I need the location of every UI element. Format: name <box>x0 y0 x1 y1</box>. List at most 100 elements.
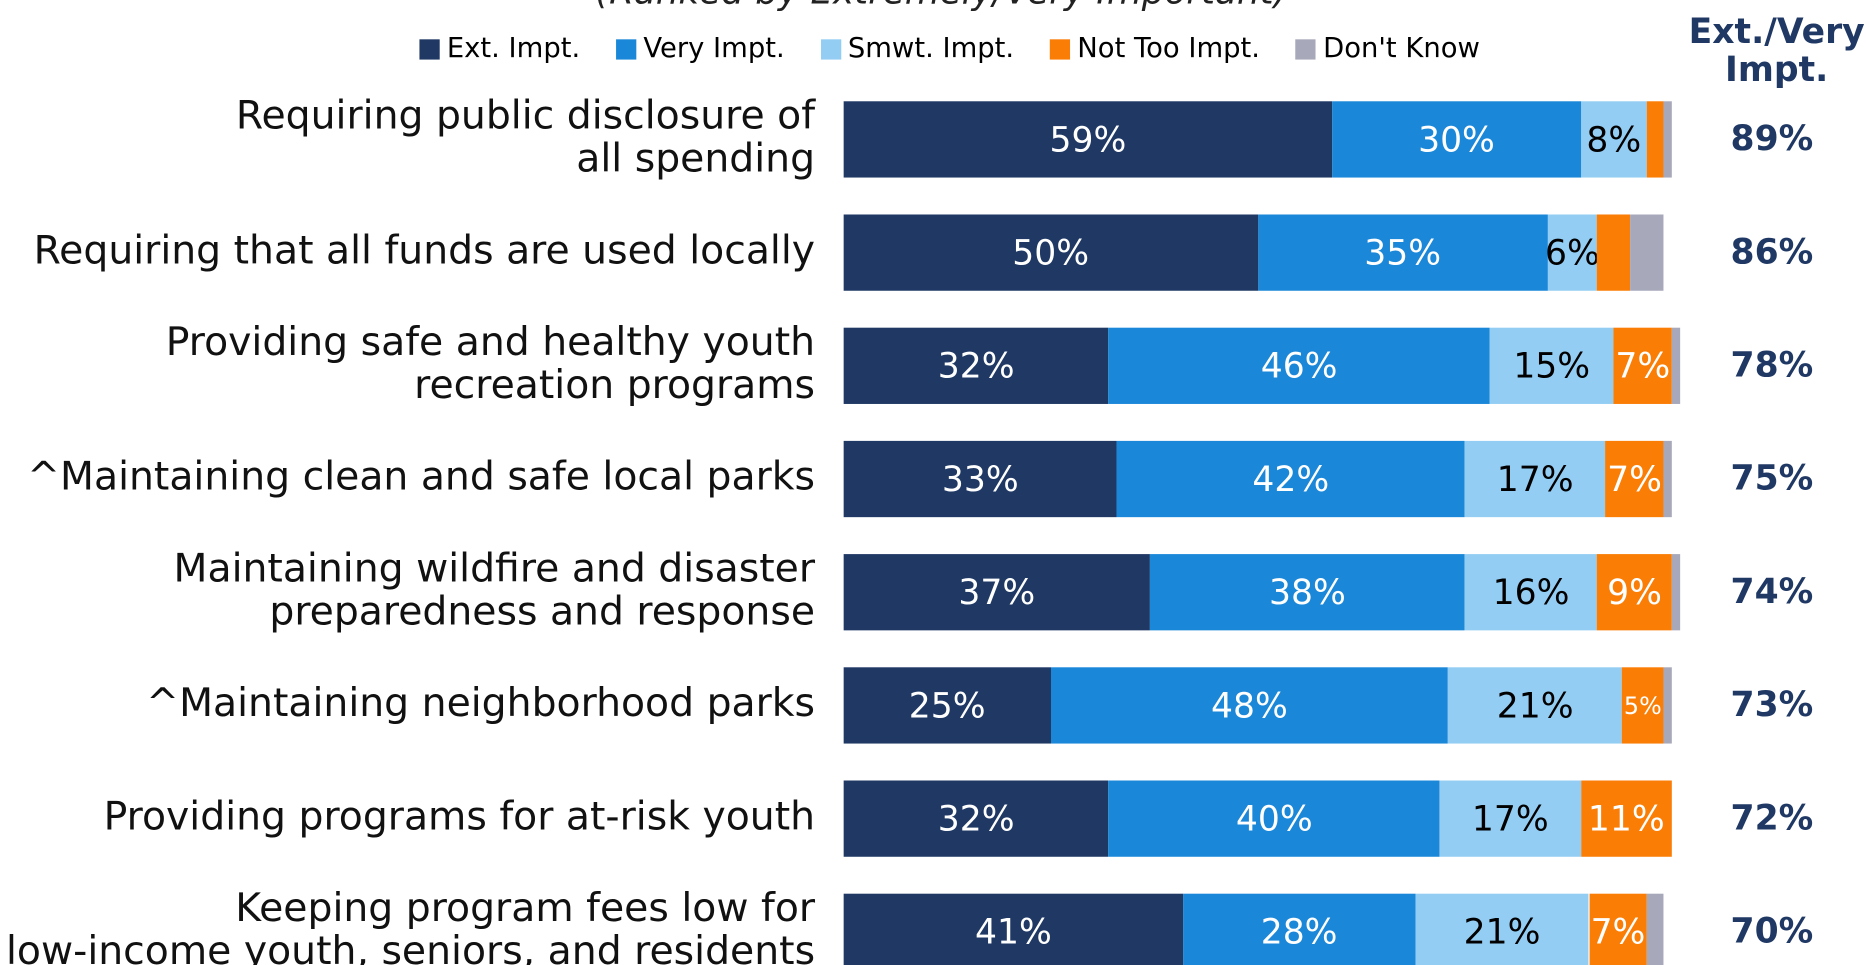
value-label: 33% <box>941 458 1019 500</box>
category-label: Requiring that all funds are used locall… <box>33 226 816 273</box>
bar-segment <box>1464 440 1606 518</box>
category-label: ^Maintaining neighborhood parks <box>146 679 816 726</box>
bar-segment <box>843 893 1184 965</box>
value-label: 5% <box>1623 691 1662 720</box>
bar-segment <box>1415 893 1589 965</box>
legend-label: Don't Know <box>1323 33 1480 65</box>
bar-segment <box>1580 780 1672 857</box>
value-label: 30% <box>1418 119 1495 160</box>
bar-segment <box>1605 440 1664 518</box>
value-label: 32% <box>937 798 1015 839</box>
legend-item: Smwt. Impt. <box>820 33 1014 64</box>
legend-label: Smwt. Impt. <box>847 33 1015 65</box>
bar-segment <box>1257 214 1548 291</box>
value-label: 35% <box>1364 232 1442 273</box>
bar-segment <box>1597 214 1631 291</box>
value-label: 15% <box>1513 345 1591 387</box>
bar-segment <box>1671 327 1681 404</box>
bar-segment <box>1646 893 1664 965</box>
total-label: 86% <box>1730 231 1814 272</box>
value-label: 28% <box>1260 911 1338 953</box>
legend-item: Don't Know <box>1295 33 1480 65</box>
bar-segment <box>1613 327 1672 404</box>
bar-segment <box>1116 440 1465 518</box>
value-label: 11% <box>1587 798 1665 839</box>
bar-segment <box>1663 667 1672 744</box>
total-label: 74% <box>1730 570 1814 612</box>
legend-swatch <box>419 38 440 59</box>
value-label: 16% <box>1492 571 1570 613</box>
value-label: 50% <box>1012 232 1090 273</box>
bar-segment <box>843 667 1051 744</box>
value-label: 59% <box>1049 119 1127 160</box>
bar-segment <box>1448 667 1623 744</box>
category-label: Providing safe and healthy youth recreat… <box>165 318 816 408</box>
legend-swatch <box>1295 38 1317 59</box>
bar-segment <box>1332 101 1581 178</box>
total-label: 78% <box>1730 344 1814 385</box>
category-label: Keeping program fees low for low-income … <box>5 884 816 965</box>
legend-swatch <box>615 38 637 59</box>
bar-segment <box>1580 101 1647 178</box>
value-label: 7% <box>1607 458 1662 500</box>
value-label: 42% <box>1252 458 1330 500</box>
bar-segment <box>1050 667 1449 744</box>
total-label: 72% <box>1730 797 1814 838</box>
bar-segment <box>843 101 1333 178</box>
bar-segment <box>1646 101 1664 178</box>
category-label: Providing programs for at-risk youth <box>103 792 816 839</box>
legend-swatch <box>820 38 841 59</box>
value-label: 40% <box>1235 798 1313 839</box>
bar-segment <box>1597 554 1672 631</box>
total-label: 89% <box>1730 117 1814 159</box>
legend: Ext. Impt. Very Impt. Smwt. Impt. Not Too I… <box>419 33 1480 65</box>
bar-segment <box>1150 554 1465 631</box>
bar-segment <box>1439 780 1581 857</box>
legend-label: Not Too Impt. <box>1077 33 1261 65</box>
legend-item: Very Impt. <box>615 33 785 65</box>
bar-segment <box>843 440 1117 518</box>
legend-swatch <box>1049 38 1071 59</box>
subtitle: (Ranked by Extremely/Very Important) <box>0 0 1866 13</box>
total-label: 70% <box>1730 910 1814 951</box>
bar-segment <box>1183 893 1416 965</box>
category-label: Maintaining wildfire and disaster prepar… <box>173 544 816 634</box>
value-label: 7% <box>1615 345 1671 387</box>
legend-item: Ext. Impt. <box>419 33 580 64</box>
bar-segment <box>1489 327 1614 404</box>
bar-segment <box>1108 780 1440 857</box>
bar-segment <box>1630 214 1664 291</box>
bar-segment <box>1547 214 1598 291</box>
bar-segment <box>843 780 1109 857</box>
bar-segment <box>1663 101 1672 178</box>
totals-header: Ext./Very Impt. <box>1688 10 1865 90</box>
bar-segment <box>1622 667 1664 744</box>
bar-segment <box>1671 554 1681 631</box>
value-label: 21% <box>1463 911 1541 953</box>
value-label: 8% <box>1586 119 1642 160</box>
legend-item: Not Too Impt. <box>1049 33 1261 65</box>
total-label: 75% <box>1730 457 1814 499</box>
value-label: 17% <box>1496 458 1574 500</box>
category-label: Requiring public disclosure of all spend… <box>235 91 816 182</box>
bar-segment <box>1663 440 1672 518</box>
value-label: 9% <box>1607 571 1662 613</box>
bar-segment <box>843 327 1109 404</box>
value-label: 21% <box>1496 685 1574 726</box>
value-label: 38% <box>1268 571 1346 613</box>
value-label: 25% <box>908 685 986 726</box>
value-label: 48% <box>1211 685 1288 726</box>
value-label: 7% <box>1590 911 1646 953</box>
legend-label: Very Impt. <box>643 33 785 65</box>
total-label: 73% <box>1730 683 1814 725</box>
bar-segment <box>843 554 1151 631</box>
value-label: 46% <box>1260 345 1338 387</box>
value-label: 17% <box>1471 798 1549 839</box>
bar-segment <box>1588 893 1647 965</box>
legend-label: Ext. Impt. <box>446 33 581 65</box>
value-label: 32% <box>937 345 1015 387</box>
bar-segment <box>843 214 1258 291</box>
value-label: 37% <box>958 571 1036 613</box>
